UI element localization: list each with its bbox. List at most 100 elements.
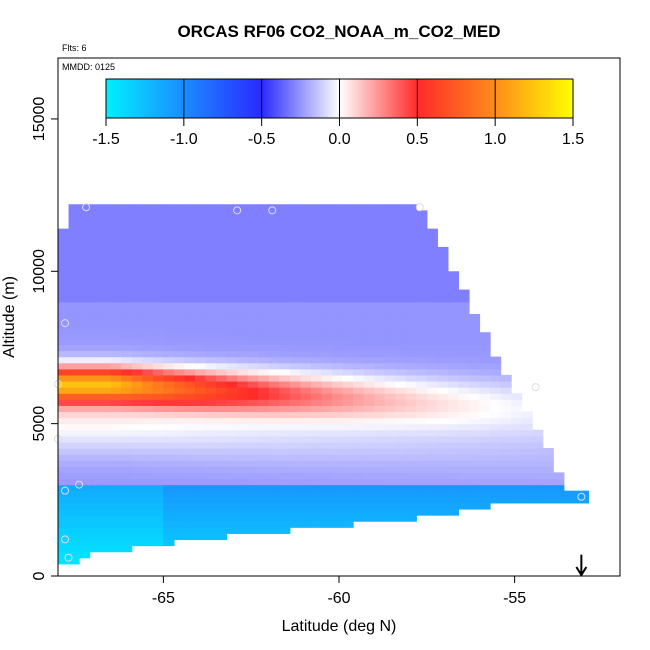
heatmap-cell	[321, 265, 333, 272]
heatmap-cell	[247, 320, 259, 327]
heatmap-cell	[395, 490, 407, 498]
heatmap-cell	[363, 344, 375, 352]
heatmap-cell	[405, 496, 417, 504]
heatmap-cell	[173, 502, 186, 510]
heatmap-cell	[500, 417, 512, 425]
heatmap-cell	[152, 502, 164, 510]
heatmap-cell	[68, 484, 80, 492]
heatmap-cell	[310, 265, 323, 272]
heatmap-cell	[163, 448, 175, 455]
heatmap-cell	[437, 484, 449, 492]
heatmap-cell	[89, 399, 101, 406]
heatmap-cell	[100, 441, 112, 449]
heatmap-cell	[353, 228, 365, 236]
heatmap-cell	[331, 441, 344, 449]
heatmap-cell	[437, 374, 449, 382]
heatmap-cell	[395, 338, 407, 346]
x-axis-label: Latitude (deg N)	[282, 618, 397, 635]
heatmap-cell	[268, 216, 280, 224]
heatmap-cell	[426, 307, 438, 315]
heatmap-cell	[437, 490, 449, 498]
heatmap-cell	[279, 502, 291, 510]
heatmap-cell	[553, 490, 565, 498]
heatmap-cell	[184, 508, 196, 516]
heatmap-cell	[426, 405, 438, 413]
heatmap-cell	[89, 222, 101, 230]
heatmap-cell	[405, 307, 417, 315]
heatmap-cell	[184, 295, 196, 303]
heatmap-cell	[384, 368, 396, 376]
heatmap-cell	[163, 350, 175, 358]
heatmap-cell	[490, 484, 502, 492]
heatmap-cell	[142, 527, 154, 534]
heatmap-cell	[405, 478, 417, 486]
heatmap-cell	[216, 484, 228, 492]
heatmap-cell	[68, 521, 80, 528]
heatmap-cell	[437, 448, 449, 455]
heatmap-cell	[205, 454, 217, 461]
heatmap-cell	[121, 362, 133, 370]
heatmap-cell	[110, 374, 122, 382]
heatmap-cell	[500, 448, 512, 455]
heatmap-cell	[163, 423, 175, 431]
heatmap-cell	[395, 496, 407, 504]
heatmap-cell	[110, 508, 122, 516]
heatmap-cell	[131, 429, 143, 437]
heatmap-cell	[184, 460, 196, 467]
heatmap-cell	[458, 496, 470, 504]
heatmap-cell	[258, 246, 270, 254]
heatmap-cell	[468, 374, 481, 382]
heatmap-cell	[384, 411, 396, 419]
heatmap-cell	[300, 374, 312, 382]
heatmap-cell	[310, 234, 323, 242]
heatmap-cell	[416, 448, 428, 455]
heatmap-cell	[184, 429, 196, 437]
heatmap-cell	[331, 259, 344, 266]
heatmap-cell	[247, 441, 259, 449]
heatmap-cell	[237, 399, 249, 406]
heatmap-cell	[184, 448, 196, 455]
heatmap-cell	[363, 484, 375, 492]
heatmap-cell	[237, 344, 249, 352]
heatmap-cell	[310, 417, 323, 425]
heatmap-cell	[310, 460, 323, 467]
heatmap-cell	[321, 344, 333, 352]
heatmap-cell	[300, 490, 312, 498]
heatmap-cell	[458, 472, 470, 480]
heatmap-cell	[363, 460, 375, 467]
heatmap-cell	[395, 265, 407, 272]
heatmap-cell	[405, 301, 417, 309]
heatmap-cell	[226, 216, 238, 224]
heatmap-cell	[395, 417, 407, 425]
heatmap-cell	[500, 490, 512, 498]
heatmap-cell	[342, 289, 354, 297]
heatmap-cell	[131, 301, 143, 309]
heatmap-cell	[194, 380, 207, 388]
heatmap-cell	[468, 417, 481, 425]
heatmap-cell	[142, 259, 154, 266]
heatmap-cell	[226, 521, 238, 528]
heatmap-cell	[226, 441, 238, 449]
heatmap-cell	[331, 435, 344, 443]
heatmap-cell	[374, 490, 386, 498]
heatmap-cell	[363, 228, 375, 236]
heatmap-cell	[131, 460, 143, 467]
heatmap-cell	[131, 210, 143, 218]
heatmap-cell	[184, 277, 196, 285]
heatmap-cell	[79, 429, 91, 437]
heatmap-cell	[458, 332, 470, 339]
heatmap-cell	[300, 344, 312, 352]
heatmap-cell	[363, 466, 375, 473]
heatmap-cell	[268, 344, 280, 352]
heatmap-cell	[121, 472, 133, 480]
heatmap-cell	[131, 240, 143, 248]
heatmap-cell	[205, 484, 217, 492]
heatmap-cell	[68, 374, 80, 382]
heatmap-cell	[163, 332, 175, 339]
heatmap-cell	[163, 216, 175, 224]
heatmap-cell	[490, 466, 502, 473]
heatmap-cell	[331, 472, 344, 480]
heatmap-cell	[458, 417, 470, 425]
heatmap-cell	[405, 441, 417, 449]
heatmap-cell	[100, 411, 112, 419]
